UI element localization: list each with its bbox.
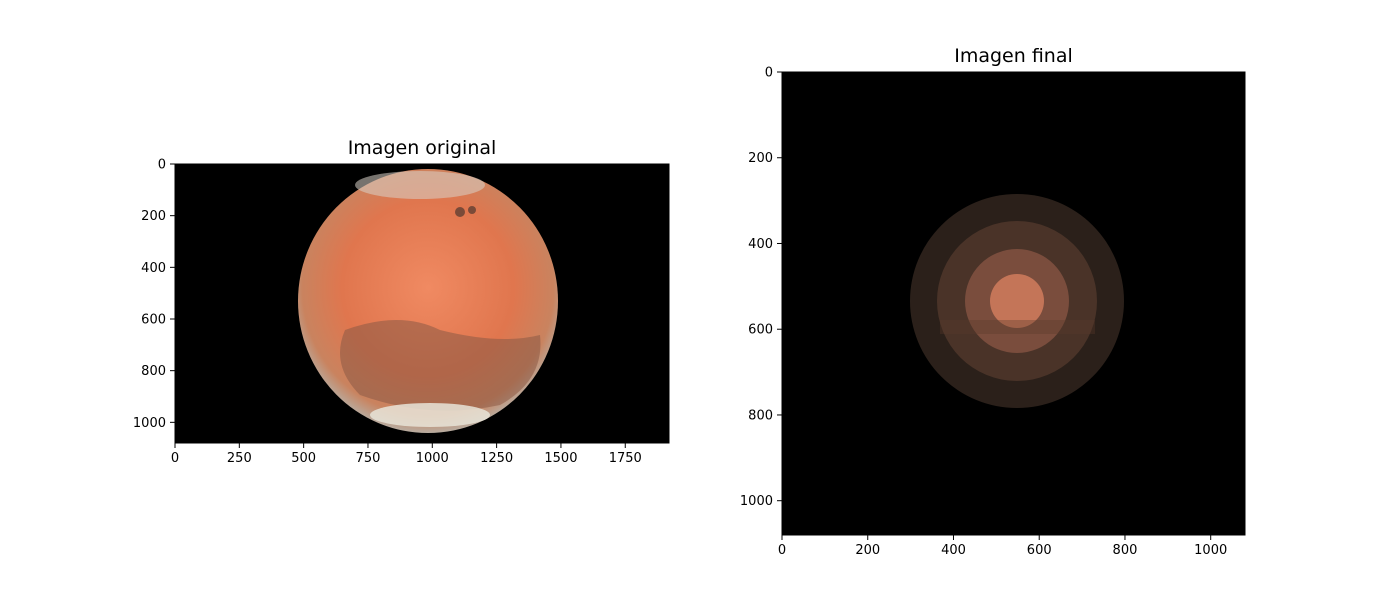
x-tick-label: 1000 xyxy=(1194,543,1227,558)
y-tick-label: 1000 xyxy=(740,494,773,509)
y-tick-label: 400 xyxy=(748,237,773,252)
y-tick-label: 800 xyxy=(748,408,773,423)
x-tick-label: 1250 xyxy=(480,451,513,466)
y-tick-label: 200 xyxy=(748,151,773,166)
y-tick-label: 800 xyxy=(141,364,166,379)
mars-original-planet xyxy=(298,169,558,433)
x-tick-label: 600 xyxy=(1027,543,1052,558)
x-tick-label: 750 xyxy=(356,451,381,466)
y-tick-label: 1000 xyxy=(133,416,166,431)
x-tick-label: 400 xyxy=(941,543,966,558)
original-image-panel: 0 250 500 750 1000 1250 1500 1750 0 200 400 600 800 1… xyxy=(133,158,670,466)
x-tick-label: 200 xyxy=(855,543,880,558)
y-tick-label: 0 xyxy=(765,66,773,81)
y-tick-label: 600 xyxy=(748,323,773,338)
x-tick-label: 0 xyxy=(778,543,786,558)
x-tick-label: 1000 xyxy=(416,451,449,466)
y-tick-label: 0 xyxy=(158,158,166,173)
x-tick-label: 0 xyxy=(171,451,179,466)
final-image-panel: 0 200 400 600 800 1000 0 200 400 600 800 1000 xyxy=(740,66,1246,558)
panel-title-original: Imagen original xyxy=(347,137,497,159)
y-tick-label: 200 xyxy=(141,209,166,224)
y-tick-label: 600 xyxy=(141,313,166,328)
x-tick-label: 250 xyxy=(227,451,252,466)
x-tick-label: 500 xyxy=(291,451,316,466)
x-tick-label: 1500 xyxy=(544,451,577,466)
y-tick-label: 400 xyxy=(141,261,166,276)
x-tick-label: 1750 xyxy=(609,451,642,466)
x-tick-label: 800 xyxy=(1113,543,1138,558)
panel-title-final: Imagen final xyxy=(954,45,1073,67)
mars-final-rings xyxy=(910,194,1124,408)
